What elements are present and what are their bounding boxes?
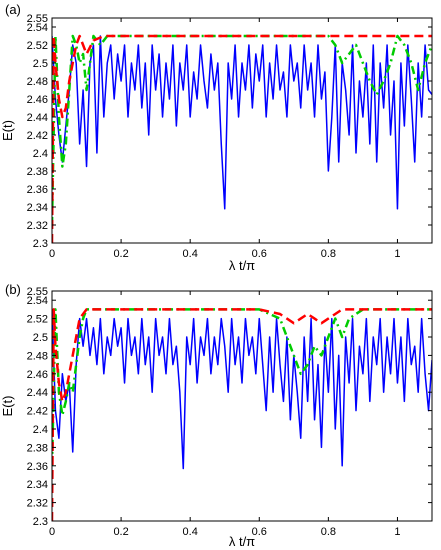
- y-tick-label: 2.36: [27, 461, 48, 473]
- y-tick-label: 2.42: [27, 130, 48, 142]
- y-tick-label: 2.38: [27, 166, 48, 178]
- y-tick-label: 2.44: [27, 112, 48, 124]
- y-tick-label: 2.4: [33, 148, 48, 160]
- x-tick-label: 0.6: [252, 248, 267, 260]
- x-axis-label: λ t/π: [229, 258, 255, 273]
- x-tick-label: 0: [49, 526, 55, 538]
- y-tick-label: 2.5: [33, 58, 48, 70]
- y-tick-label: 2.55: [27, 13, 48, 25]
- y-tick-label: 2.32: [27, 498, 48, 510]
- y-tick-label: 2.52: [27, 40, 48, 52]
- panel-label: (b): [5, 282, 21, 297]
- series-line-dashed: [52, 34, 432, 243]
- x-tick-label: 0: [49, 248, 55, 260]
- y-tick-label: 2.54: [27, 295, 48, 307]
- panel-b: 0 0.2 0.4 0.6 0.8 1 2.3 2.32 2.34 2.36 2.38 2.4 2.42…: [0, 282, 433, 549]
- axes-frame: [51, 17, 433, 244]
- series-line-dashed: [52, 308, 432, 521]
- y-tick-label: 2.3: [33, 238, 48, 250]
- x-tick-label: 1: [394, 248, 400, 260]
- y-axis-label: E(t): [0, 396, 15, 417]
- y-tick-label: 2.5: [33, 332, 48, 344]
- y-tick-label: 2.4: [33, 424, 48, 436]
- axes-frame: [51, 290, 433, 522]
- x-tick-label: 0.8: [321, 526, 336, 538]
- y-tick-label: 2.54: [27, 22, 48, 34]
- y-tick-label: 2.44: [27, 387, 48, 399]
- y-tick-label: 2.55: [27, 286, 48, 298]
- x-tick-label: 0.4: [183, 526, 198, 538]
- x-tick-label: 0.4: [183, 248, 198, 260]
- x-tick-label: 0.2: [113, 526, 128, 538]
- series-line-solid: [52, 35, 432, 210]
- plot-area: [52, 308, 432, 521]
- series-line-solid: [52, 309, 432, 470]
- panel-a: 0 0.2 0.4 0.6 0.8 1 2.3 2.32 2.34 2.36 2.38 2.4 2.42…: [0, 2, 433, 273]
- series-line-dash-dot: [52, 308, 432, 466]
- panel-label: (a): [5, 2, 21, 17]
- y-tick-label: 2.48: [27, 350, 48, 362]
- y-tick-label: 2.48: [27, 76, 48, 88]
- x-tick-label: 0.2: [113, 248, 128, 260]
- y-tick-label: 2.38: [27, 442, 48, 454]
- x-tick-label: 0.6: [252, 526, 267, 538]
- x-tick-label: 1: [394, 526, 400, 538]
- y-tick-label: 2.46: [27, 94, 48, 106]
- y-tick-label: 2.36: [27, 184, 48, 196]
- x-tick-label: 0.8: [321, 248, 336, 260]
- y-tick-label: 2.46: [27, 369, 48, 381]
- plot-area: [52, 34, 432, 243]
- y-tick-label: 2.3: [33, 516, 48, 528]
- y-tick-label: 2.52: [27, 314, 48, 326]
- y-tick-label: 2.32: [27, 220, 48, 232]
- y-axis-label: E(t): [0, 120, 15, 141]
- y-tick-label: 2.34: [27, 479, 48, 491]
- series-line-dash-dot: [52, 34, 432, 226]
- x-axis-label: λ t/π: [229, 534, 255, 549]
- y-tick-label: 2.34: [27, 202, 48, 214]
- y-tick-label: 2.42: [27, 406, 48, 418]
